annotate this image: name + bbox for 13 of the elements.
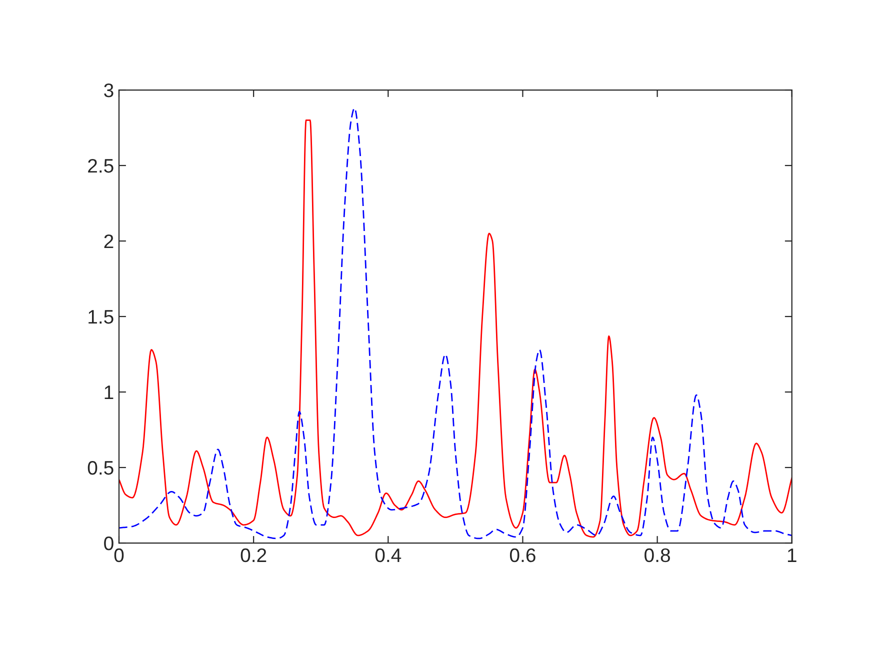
x-tick-label: 0.6 bbox=[510, 548, 536, 562]
x-tick-label: 1 bbox=[788, 548, 796, 562]
y-tick-label: 2 bbox=[104, 234, 114, 248]
x-tick-label: 0.4 bbox=[375, 548, 402, 562]
y-tick-label: 1.5 bbox=[88, 310, 114, 324]
y-tick-label: 1 bbox=[104, 386, 114, 400]
y-tick-label: 2.5 bbox=[88, 158, 114, 173]
x-tick-label: 0.2 bbox=[240, 548, 266, 562]
y-tick-label: 3 bbox=[104, 83, 114, 98]
x-tick-label: 0.8 bbox=[644, 548, 670, 562]
y-tick-label: 0.5 bbox=[88, 460, 114, 475]
y-tick-label: 0 bbox=[104, 536, 114, 550]
x-tick-label: 0 bbox=[114, 548, 124, 562]
